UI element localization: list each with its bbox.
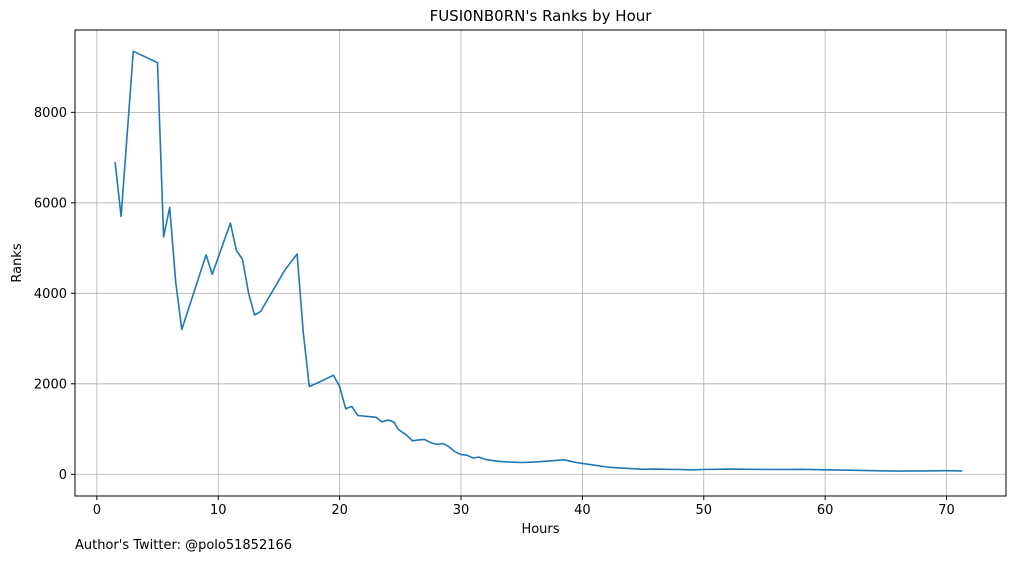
x-tick-label: 30 [453,503,470,518]
y-axis-label: Ranks [10,243,25,282]
y-tick-label: 6000 [34,196,67,211]
plot-frame [74,29,1007,497]
chart-title: FUSI0NB0RN's Ranks by Hour [430,7,653,25]
x-tick-label: 70 [938,503,955,518]
author-credit: Author's Twitter: @polo51852166 [75,538,293,553]
x-tick-label: 10 [210,503,227,518]
y-tick-label: 2000 [34,377,67,392]
axis-ticks: 0 10 20 30 40 50 60 70 0 2000 4000 6000 8000 [34,106,955,518]
y-tick-label: 8000 [34,106,67,121]
x-tick-label: 20 [331,503,348,518]
x-tick-label: 60 [817,503,834,518]
x-axis-label: Hours [521,522,559,537]
rank-series-line [114,50,963,472]
y-tick-label: 0 [59,468,67,483]
x-tick-label: 50 [695,503,712,518]
y-tick-label: 4000 [34,287,67,302]
x-tick-label: 0 [93,503,101,518]
series-layer [114,50,963,472]
grid-lines [75,30,1006,496]
x-tick-label: 40 [574,503,591,518]
